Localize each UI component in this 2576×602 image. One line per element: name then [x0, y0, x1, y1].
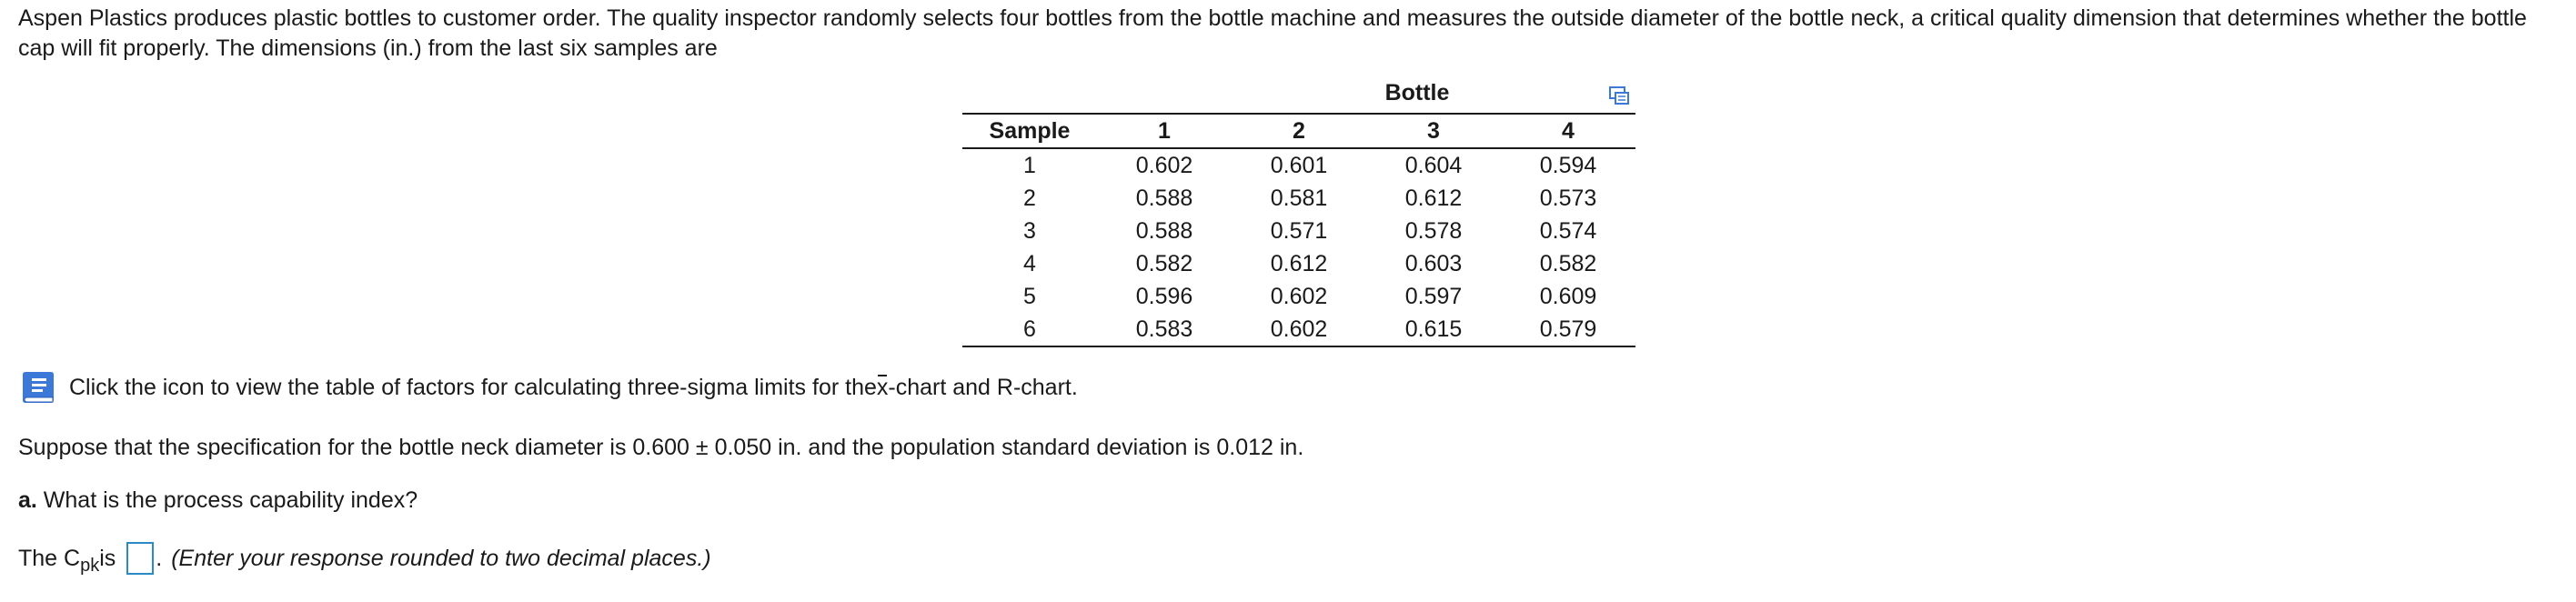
table-cell: 0.604 — [1404, 152, 1463, 178]
answer-hint: (Enter your response rounded to two deci… — [171, 545, 711, 571]
table-row: 3 0.588 0.571 0.578 0.574 — [962, 215, 1635, 247]
sample-number: 3 — [1023, 217, 1036, 244]
table-cell: 0.602 — [1270, 283, 1328, 309]
copy-icon[interactable] — [1608, 85, 1630, 105]
column-header-bottle-3: 3 — [1366, 113, 1501, 149]
sample-number: 1 — [1023, 152, 1036, 178]
answer-period: . — [156, 545, 163, 571]
table-cell: 0.583 — [1097, 313, 1232, 347]
table-cell: 0.594 — [1539, 152, 1597, 178]
factors-text-before: Click the icon to view the table of fact… — [69, 374, 877, 400]
table-cell: 0.588 — [1135, 217, 1193, 244]
cpk-answer-input[interactable] — [126, 542, 155, 575]
column-header-bottle-4: 4 — [1501, 113, 1635, 149]
problem-intro: Aspen Plastics produces plastic bottles … — [18, 5, 2527, 61]
x-bar-symbol: x — [876, 374, 889, 400]
table-cell: 0.596 — [1135, 283, 1193, 309]
sample-number: 2 — [1023, 185, 1036, 211]
column-header-bottle-1: 1 — [1097, 113, 1232, 149]
table-cell: 0.573 — [1539, 185, 1597, 211]
column-header-bottle-2: 2 — [1232, 113, 1366, 149]
data-table-container: Bottle Sample 1 2 3 4 1 0.602 0.601 0.60… — [962, 76, 1635, 347]
factors-link-line[interactable]: Click the icon to view the table of fact… — [18, 367, 1078, 407]
table-cell: 0.603 — [1404, 250, 1463, 276]
question-label: a. — [18, 487, 37, 513]
table-cell: 0.609 — [1539, 283, 1597, 309]
sample-number: 6 — [962, 313, 1097, 347]
specification-text: Suppose that the specification for the b… — [18, 435, 1304, 460]
table-row: 4 0.582 0.612 0.603 0.582 — [962, 247, 1635, 280]
table-cell: 0.602 — [1135, 152, 1193, 178]
cpk-subscript: pk — [80, 555, 100, 576]
table-row: 2 0.588 0.581 0.612 0.573 — [962, 182, 1635, 215]
table-cell: 0.574 — [1539, 217, 1597, 244]
bottle-group-label: Bottle — [1384, 80, 1450, 105]
bottle-diameter-table: Sample 1 2 3 4 1 0.602 0.601 0.604 0.594… — [962, 113, 1635, 347]
table-cell: 0.615 — [1366, 313, 1501, 347]
table-group-header: Bottle — [962, 76, 1635, 113]
table-cell: 0.588 — [1135, 185, 1193, 211]
sample-number: 5 — [1023, 283, 1036, 309]
table-cell: 0.582 — [1539, 250, 1597, 276]
table-header-row: Sample 1 2 3 4 — [962, 113, 1635, 149]
table-cell: 0.581 — [1270, 185, 1328, 211]
column-header-sample: Sample — [962, 113, 1097, 149]
table-cell: 0.601 — [1270, 152, 1328, 178]
table-row: 1 0.602 0.601 0.604 0.594 — [962, 148, 1635, 182]
table-cell: 0.612 — [1270, 250, 1328, 276]
book-icon[interactable] — [18, 367, 58, 407]
sample-number: 4 — [1023, 250, 1036, 276]
table-cell: 0.597 — [1404, 283, 1463, 309]
table-row: 6 0.583 0.602 0.615 0.579 — [962, 313, 1635, 347]
question-text: What is the process capability index? — [36, 487, 418, 513]
question-a: a. What is the process capability index? — [18, 487, 418, 514]
table-row: 5 0.596 0.602 0.597 0.609 — [962, 280, 1635, 313]
table-cell: 0.579 — [1501, 313, 1635, 347]
answer-prefix: The C — [18, 545, 81, 571]
table-cell: 0.571 — [1270, 217, 1328, 244]
table-cell: 0.612 — [1404, 185, 1463, 211]
table-cell: 0.578 — [1404, 217, 1463, 244]
table-cell: 0.582 — [1135, 250, 1193, 276]
table-cell: 0.602 — [1232, 313, 1366, 347]
answer-is: is — [99, 545, 116, 571]
factors-text-after: -chart and R-chart. — [888, 374, 1078, 400]
